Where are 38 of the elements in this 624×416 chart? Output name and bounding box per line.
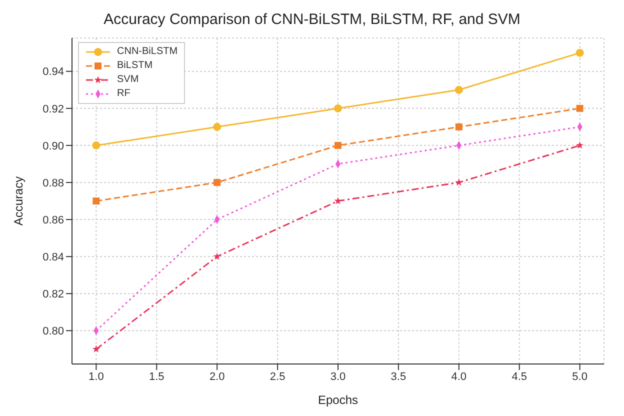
x-tick-label: 3.5 bbox=[390, 370, 406, 383]
x-tick-label: 1.0 bbox=[88, 370, 104, 383]
legend-label: SVM bbox=[117, 73, 139, 87]
x-tick-label: 5.0 bbox=[572, 370, 588, 383]
y-tick-label: 0.84 bbox=[42, 251, 64, 264]
y-tick-label: 0.92 bbox=[42, 103, 64, 116]
point bbox=[92, 141, 100, 150]
point bbox=[213, 252, 221, 260]
point bbox=[576, 141, 584, 149]
x-tick-label: 4.0 bbox=[451, 370, 467, 383]
x-tick-label: 2.5 bbox=[270, 370, 286, 383]
x-tick-label: 1.5 bbox=[148, 370, 164, 383]
point bbox=[576, 48, 584, 57]
point bbox=[213, 122, 222, 131]
point bbox=[334, 142, 342, 149]
y-axis-title: Accuracy bbox=[11, 176, 26, 226]
x-tick-label: 2.0 bbox=[209, 370, 225, 383]
point bbox=[576, 104, 584, 112]
y-tick-label: 0.90 bbox=[42, 140, 64, 152]
point bbox=[455, 123, 462, 130]
point bbox=[454, 86, 463, 94]
y-tick-label: 0.94 bbox=[42, 66, 64, 78]
y-tick-label: 0.82 bbox=[42, 288, 64, 301]
point bbox=[92, 198, 100, 204]
point bbox=[334, 104, 342, 112]
y-tick-label: 0.80 bbox=[42, 326, 64, 338]
x-axis-title: Epochs bbox=[318, 393, 358, 407]
chart-title: Accuracy Comparison of CNN-BiLSTM, BiLSTM, RF, and SVM bbox=[102, 10, 522, 30]
legend-label: BiLSTM bbox=[117, 59, 153, 73]
y-tick-label: 0.86 bbox=[42, 214, 64, 226]
legend-label: CNN-BiLSTM bbox=[117, 45, 178, 59]
x-tick-label: 4.5 bbox=[512, 370, 528, 383]
point bbox=[334, 197, 342, 204]
point bbox=[92, 345, 100, 352]
y-tick-label: 0.88 bbox=[42, 177, 64, 190]
x-tick-label: 3.0 bbox=[330, 370, 346, 383]
legend-label: RF bbox=[117, 87, 130, 101]
point bbox=[214, 178, 221, 186]
